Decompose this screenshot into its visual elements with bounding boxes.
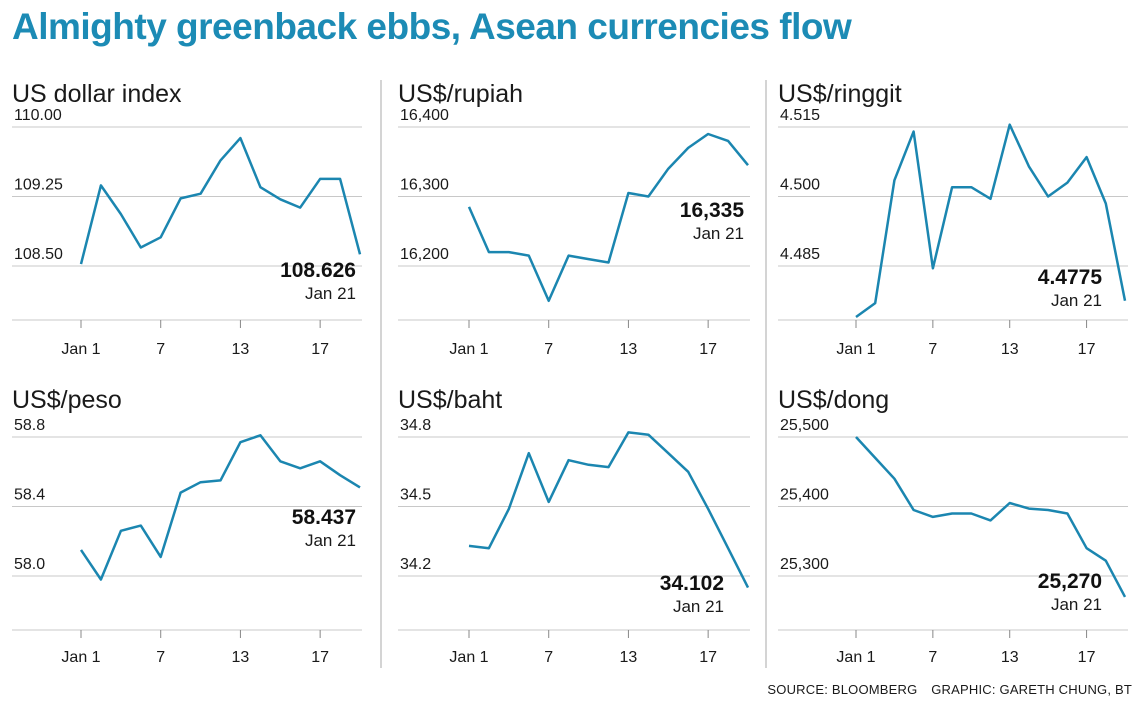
chart-panel: US$/dong 25,500 25,400 25,300 Jan 1 7 13 17 25,2… bbox=[778, 386, 1128, 666]
x-tick-label: 13 bbox=[1001, 341, 1019, 358]
x-tick-label: 7 bbox=[928, 649, 937, 666]
last-value-label: 34.102 bbox=[660, 572, 724, 595]
chart-panel: US$/baht 34.8 34.5 34.2 Jan 1 7 13 17 34.102 Jan … bbox=[398, 386, 750, 666]
chart-title: US$/dong bbox=[778, 386, 889, 414]
x-tick-label: Jan 1 bbox=[61, 649, 100, 666]
y-tick-label: 34.5 bbox=[400, 487, 431, 504]
chart-title: US$/baht bbox=[398, 386, 502, 414]
last-date-label: Jan 21 bbox=[1051, 595, 1102, 614]
source-text: SOURCE: BLOOMBERG bbox=[767, 682, 918, 697]
x-tick-label: 13 bbox=[232, 649, 250, 666]
chart-panel: US$/peso 58.8 58.4 58.0 Jan 1 7 13 17 58.437 Jan … bbox=[12, 386, 362, 666]
x-tick-label: 17 bbox=[699, 341, 717, 358]
x-tick-label: 17 bbox=[1078, 341, 1096, 358]
series-line bbox=[79, 136, 362, 265]
x-tick-label: 13 bbox=[620, 649, 638, 666]
y-tick-label: 16,200 bbox=[400, 246, 449, 263]
last-date-label: Jan 21 bbox=[1051, 291, 1102, 310]
x-tick-label: 7 bbox=[544, 649, 553, 666]
last-value-label: 25,270 bbox=[1038, 570, 1102, 593]
last-value-label: 4.4775 bbox=[1038, 266, 1103, 289]
x-tick-label: 7 bbox=[544, 341, 553, 358]
chart-title: US$/rupiah bbox=[398, 80, 523, 108]
x-tick-label: 7 bbox=[156, 649, 165, 666]
graphic-credit: GRAPHIC: GARETH CHUNG, BT bbox=[931, 682, 1132, 697]
y-tick-label: 58.0 bbox=[14, 556, 45, 573]
y-tick-label: 4.485 bbox=[780, 246, 820, 263]
x-tick-label: 13 bbox=[232, 341, 250, 358]
series-line bbox=[855, 436, 1127, 598]
x-tick-label: 17 bbox=[699, 649, 717, 666]
y-tick-label: 25,300 bbox=[780, 556, 829, 573]
chart-title: US dollar index bbox=[12, 80, 182, 108]
y-tick-label: 58.4 bbox=[14, 487, 45, 504]
y-tick-label: 34.2 bbox=[400, 556, 431, 573]
y-tick-label: 4.500 bbox=[780, 177, 820, 194]
source-credit: SOURCE: BLOOMBERG GRAPHIC: GARETH CHUNG,… bbox=[767, 682, 1132, 697]
x-tick-label: 17 bbox=[311, 649, 329, 666]
y-tick-label: 25,500 bbox=[780, 417, 829, 434]
last-date-label: Jan 21 bbox=[305, 284, 356, 303]
last-date-label: Jan 21 bbox=[693, 224, 744, 243]
y-tick-label: 34.8 bbox=[400, 417, 431, 434]
x-tick-label: Jan 1 bbox=[836, 649, 875, 666]
x-tick-label: Jan 1 bbox=[836, 341, 875, 358]
x-tick-label: 13 bbox=[620, 341, 638, 358]
y-tick-label: 109.25 bbox=[14, 177, 63, 194]
last-value-label: 16,335 bbox=[680, 199, 745, 222]
page-title: Almighty greenback ebbs, Asean currencie… bbox=[12, 6, 852, 47]
y-tick-label: 16,300 bbox=[400, 177, 449, 194]
series-line bbox=[467, 132, 749, 303]
last-date-label: Jan 21 bbox=[305, 531, 356, 550]
y-tick-label: 108.50 bbox=[14, 246, 63, 263]
y-tick-label: 25,400 bbox=[780, 487, 829, 504]
x-tick-label: Jan 1 bbox=[61, 341, 100, 358]
series-line bbox=[79, 434, 361, 581]
x-tick-label: 13 bbox=[1001, 649, 1019, 666]
x-tick-label: Jan 1 bbox=[449, 341, 488, 358]
x-tick-label: 7 bbox=[156, 341, 165, 358]
last-value-label: 58.437 bbox=[292, 506, 356, 529]
chart-title: US$/peso bbox=[12, 386, 122, 414]
series-line bbox=[468, 431, 750, 589]
x-tick-label: 17 bbox=[1078, 649, 1096, 666]
series-line bbox=[855, 123, 1127, 319]
last-value-label: 108.626 bbox=[280, 259, 356, 282]
x-tick-label: 7 bbox=[928, 341, 937, 358]
y-tick-label: 58.8 bbox=[14, 417, 45, 434]
y-tick-label: 4.515 bbox=[780, 107, 820, 124]
last-date-label: Jan 21 bbox=[673, 597, 724, 616]
y-tick-label: 110.00 bbox=[14, 107, 62, 124]
chart-title: US$/ringgit bbox=[778, 80, 902, 108]
x-tick-label: Jan 1 bbox=[449, 649, 488, 666]
y-tick-label: 16,400 bbox=[400, 107, 449, 124]
x-tick-label: 17 bbox=[311, 341, 329, 358]
